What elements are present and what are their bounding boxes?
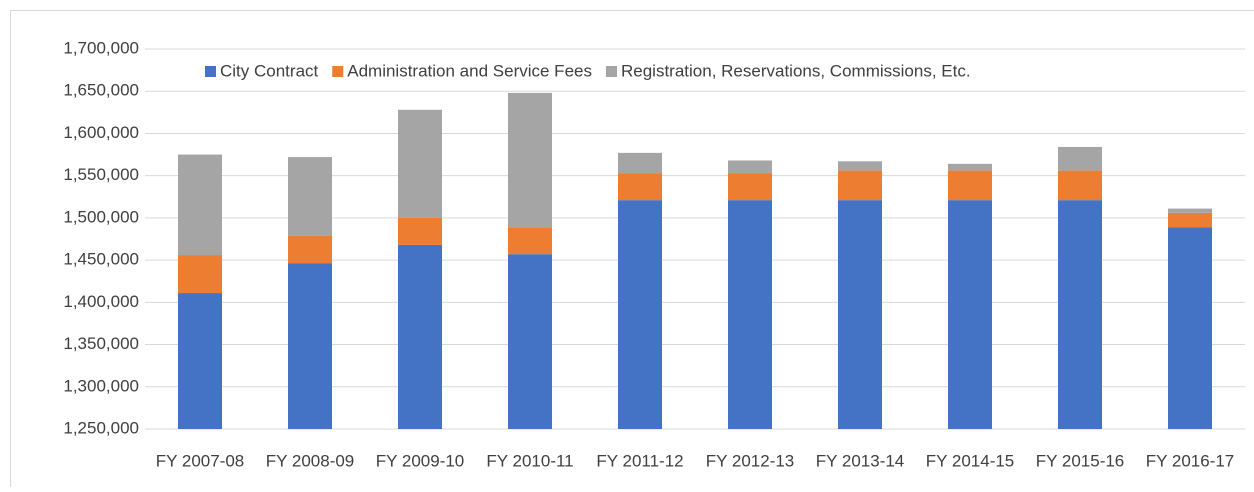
bar-segment	[508, 93, 552, 227]
bar-segment	[1168, 213, 1212, 227]
bar-segment	[1168, 209, 1212, 213]
x-tick-label: FY 2007-08	[156, 451, 245, 470]
legend-label: Registration, Reservations, Commissions,…	[621, 61, 971, 80]
bar-segment	[288, 157, 332, 236]
bar-segment	[398, 245, 442, 429]
bar-segment	[398, 218, 442, 245]
x-tick-label: FY 2011-12	[596, 451, 683, 470]
bar-segment	[288, 236, 332, 264]
x-tick-label: FY 2012-13	[706, 451, 795, 470]
bar-segment	[838, 161, 882, 170]
legend-swatch	[332, 66, 343, 77]
y-tick-label: 1,550,000	[63, 165, 139, 184]
y-tick-label: 1,700,000	[63, 38, 139, 57]
legend-swatch	[205, 66, 216, 77]
bar-segment	[728, 200, 772, 429]
x-tick-label: FY 2009-10	[376, 451, 465, 470]
bar-segment	[508, 254, 552, 429]
x-tick-label: FY 2015-16	[1036, 451, 1125, 470]
y-tick-label: 1,300,000	[63, 376, 139, 395]
bar-segment	[618, 173, 662, 200]
y-tick-label: 1,600,000	[63, 123, 139, 142]
bar-segment	[1058, 171, 1102, 201]
bar-segment	[178, 155, 222, 255]
y-tick-label: 1,650,000	[63, 81, 139, 100]
legend-label: Administration and Service Fees	[347, 61, 592, 80]
bar-segment	[728, 173, 772, 200]
bar-segment	[1168, 227, 1212, 429]
bar-segment	[508, 227, 552, 254]
bar-segment	[948, 164, 992, 171]
x-tick-label: FY 2014-15	[926, 451, 1015, 470]
x-tick-label: FY 2010-11	[486, 451, 573, 470]
bar-segment	[618, 153, 662, 173]
bar-segment	[398, 110, 442, 218]
bar-segment	[1058, 200, 1102, 429]
bar-segment	[948, 171, 992, 201]
y-tick-label: 1,250,000	[63, 418, 139, 437]
y-tick-label: 1,500,000	[63, 207, 139, 226]
bar-segment	[838, 200, 882, 429]
bar-segment	[1058, 147, 1102, 171]
x-tick-label: FY 2008-09	[266, 451, 355, 470]
bar-segment	[728, 160, 772, 173]
x-tick-label: FY 2013-14	[816, 451, 905, 470]
y-tick-label: 1,450,000	[63, 250, 139, 269]
legend-swatch	[606, 66, 617, 77]
x-tick-label: FY 2016-17	[1146, 451, 1235, 470]
bar-segment	[838, 171, 882, 201]
y-tick-label: 1,400,000	[63, 292, 139, 311]
bar-segment	[288, 263, 332, 429]
bar-segment	[178, 293, 222, 429]
legend-label: City Contract	[220, 61, 319, 80]
bar-segment	[948, 200, 992, 429]
bar-segment	[178, 255, 222, 293]
bar-segment	[618, 200, 662, 429]
y-tick-label: 1,350,000	[63, 334, 139, 353]
